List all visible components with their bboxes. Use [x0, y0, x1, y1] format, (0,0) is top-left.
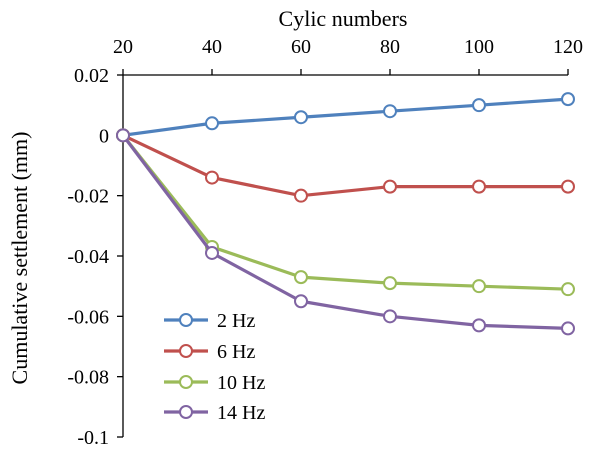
data-point — [205, 245, 219, 260]
legend-label: 6 Hz — [217, 341, 255, 363]
data-point — [561, 282, 575, 297]
data-point — [294, 110, 308, 125]
legend-label: 10 Hz — [217, 372, 265, 394]
legend-item: 6 Hz — [164, 341, 255, 363]
legend-item: 10 Hz — [164, 372, 265, 394]
data-point — [383, 179, 397, 194]
series-10hz — [116, 128, 575, 297]
data-point — [294, 270, 308, 285]
data-point — [205, 170, 219, 185]
data-point — [472, 318, 486, 333]
y-tick-label: -0.1 — [77, 427, 109, 449]
y-tick-label: -0.06 — [67, 306, 109, 328]
legend-item: 14 Hz — [164, 402, 265, 424]
x-tick-label: 80 — [380, 36, 400, 58]
legend-marker — [179, 344, 193, 358]
series-2hz — [116, 92, 575, 143]
data-point — [116, 128, 130, 143]
x-tick-label: 100 — [464, 36, 494, 58]
y-tick-label: -0.04 — [67, 246, 109, 268]
y-tick-label: -0.02 — [67, 186, 109, 208]
data-point — [205, 116, 219, 131]
legend-item: 2 Hz — [164, 310, 255, 332]
y-tick-label: 0 — [99, 125, 109, 147]
x-tick-label: 20 — [113, 36, 133, 58]
data-point — [383, 104, 397, 119]
x-axis-title: Cylic numbers — [279, 6, 408, 31]
legend-marker — [179, 405, 193, 419]
data-point — [472, 279, 486, 294]
legend-label: 2 Hz — [217, 310, 255, 332]
data-point — [383, 276, 397, 291]
data-point — [383, 309, 397, 324]
y-tick-label: 0.02 — [74, 65, 109, 87]
data-point — [472, 98, 486, 113]
y-tick-label: -0.08 — [67, 367, 109, 389]
x-tick-label: 40 — [202, 36, 222, 58]
series-14hz — [116, 128, 575, 336]
data-point — [294, 188, 308, 203]
legend: 2 Hz 6 Hz 10 Hz 14 Hz — [164, 310, 265, 424]
axes: 0.02 0 -0.02 -0.04 -0.06 -0.08 -0.1 20 40 60 80 100… — [67, 36, 583, 449]
series-layer — [116, 92, 575, 336]
series-6hz — [116, 128, 575, 203]
series-line — [122, 133, 568, 198]
x-tick-label: 60 — [291, 36, 311, 58]
series-line — [121, 134, 569, 330]
data-point — [561, 92, 575, 107]
data-point — [294, 294, 308, 309]
data-point — [472, 179, 486, 194]
legend-marker — [179, 375, 193, 389]
legend-label: 14 Hz — [217, 402, 265, 424]
x-tick-label: 120 — [553, 36, 583, 58]
y-axis-title: Cumulative settlement (mm) — [7, 132, 32, 385]
series-line — [122, 97, 569, 137]
legend-marker — [179, 313, 193, 327]
data-point — [561, 321, 575, 336]
series-line — [121, 134, 569, 291]
data-point — [561, 179, 575, 194]
